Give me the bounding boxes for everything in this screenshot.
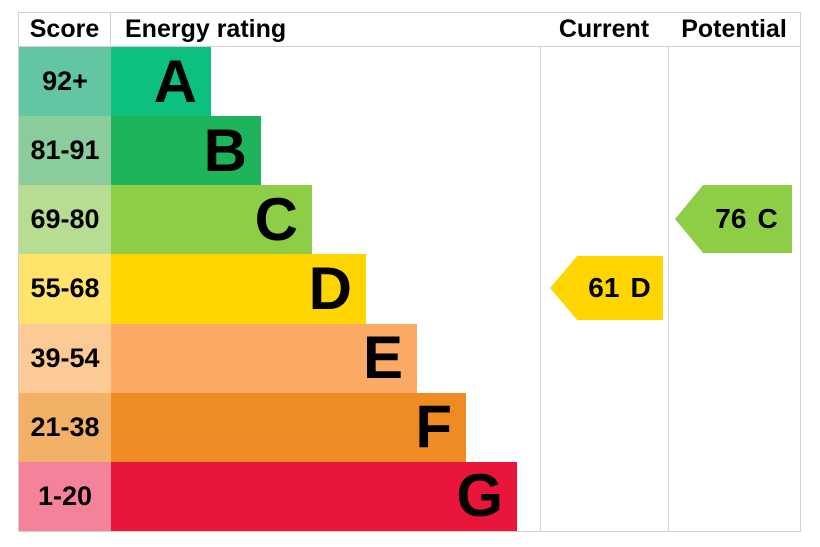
band-row-e: 39-54 E xyxy=(19,323,800,393)
score-column-header: Score xyxy=(19,13,111,46)
current-rating-score: 61 xyxy=(588,272,620,303)
score-range-c: 69-80 xyxy=(19,185,111,255)
band-letter-d: D xyxy=(308,254,352,322)
band-rows: 92+ A 81-91 B 69-80 C 55-68 xyxy=(19,47,800,531)
current-column-divider xyxy=(540,47,541,531)
band-row-f: 21-38 F xyxy=(19,392,800,462)
band-bar-d: D xyxy=(111,254,366,324)
band-letter-g: G xyxy=(456,462,503,530)
band-row-d: 55-68 D xyxy=(19,254,800,324)
potential-rating-score: 76 xyxy=(715,203,747,234)
band-row-g: 1-20 G xyxy=(19,461,800,531)
potential-rating-band: C xyxy=(757,203,778,234)
potential-rating-arrow: 76 C xyxy=(675,185,792,253)
band-bar-b: B xyxy=(111,116,261,186)
band-letter-b: B xyxy=(203,116,247,184)
current-rating-arrow: 61 D xyxy=(550,256,663,320)
band-bar-f: F xyxy=(111,392,466,462)
current-column-header: Current xyxy=(558,15,650,43)
energy-rating-column-header: Energy rating xyxy=(125,15,287,43)
band-bar-a: A xyxy=(111,47,211,117)
potential-column-header: Potential xyxy=(681,15,787,43)
band-row-c: 69-80 C xyxy=(19,185,800,255)
score-range-d: 55-68 xyxy=(19,254,111,324)
band-bar-c: C xyxy=(111,185,312,255)
score-range-b: 81-91 xyxy=(19,116,111,186)
band-row-b: 81-91 B xyxy=(19,116,800,186)
band-letter-c: C xyxy=(254,185,298,253)
score-range-a: 92+ xyxy=(19,47,111,117)
potential-column-divider xyxy=(668,47,669,531)
header-row: Score Energy rating Current Potential xyxy=(19,13,800,47)
band-letter-f: F xyxy=(415,393,452,461)
band-letter-a: A xyxy=(153,47,197,115)
score-range-g: 1-20 xyxy=(19,461,111,531)
band-row-a: 92+ A xyxy=(19,47,800,117)
band-bar-g: G xyxy=(111,461,517,531)
score-range-f: 21-38 xyxy=(19,392,111,462)
current-rating-band: D xyxy=(630,272,651,303)
band-bar-e: E xyxy=(111,323,417,393)
band-letter-e: E xyxy=(362,324,403,392)
chart-frame: Score Energy rating Current Potential 92… xyxy=(18,12,801,532)
score-range-e: 39-54 xyxy=(19,323,111,393)
